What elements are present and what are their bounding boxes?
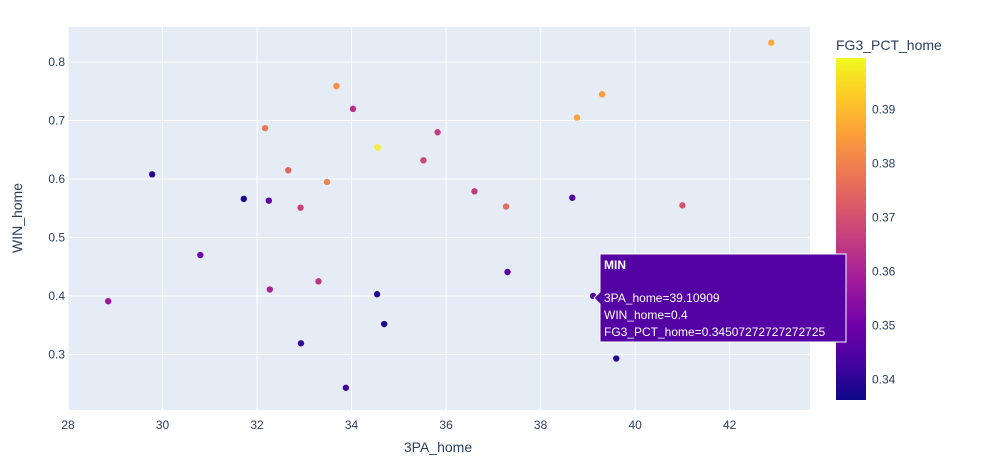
scatter-point[interactable] <box>315 278 322 285</box>
tick-layer: 28 30 32 34 36 38 40 42 0.3 0.4 0.5 0.6 0.7 0.8 <box>48 55 736 432</box>
x-tick-label: 28 <box>61 418 75 432</box>
y-tick-label: 0.5 <box>48 231 65 245</box>
scatter-point[interactable] <box>266 286 274 293</box>
colorbar-tick-label: 0.38 <box>872 156 896 170</box>
scatter-point[interactable] <box>240 195 248 203</box>
scatter-point[interactable] <box>297 340 305 347</box>
colorbar-tick-label: 0.35 <box>872 318 896 332</box>
x-tick-label: 38 <box>534 418 548 432</box>
scatter-point[interactable] <box>679 202 686 209</box>
y-tick-label: 0.4 <box>48 289 65 303</box>
scatter-point[interactable] <box>598 91 606 98</box>
scatter-point[interactable] <box>420 157 427 164</box>
y-tick-label: 0.7 <box>48 114 65 128</box>
colorbar <box>836 58 866 400</box>
hover-tooltip-title: MIN <box>604 258 626 272</box>
hover-tooltip-y: WIN_home=0.4 <box>604 308 688 322</box>
plot-area <box>68 27 810 410</box>
scatter-point[interactable] <box>349 105 357 113</box>
colorbar-ticks: 0.34 0.35 0.36 0.37 0.38 0.39 <box>872 102 896 386</box>
scatter-point[interactable] <box>380 320 388 328</box>
scatter-point[interactable] <box>434 129 441 136</box>
scatter-point[interactable] <box>613 355 620 362</box>
scatter-point[interactable] <box>502 203 510 210</box>
scatter-point[interactable] <box>569 194 576 201</box>
scatter-point[interactable] <box>265 197 273 204</box>
hover-tooltip-box <box>593 253 847 343</box>
scatter-point[interactable] <box>197 251 204 259</box>
colorbar-tick-label: 0.37 <box>872 210 896 224</box>
hover-tooltip-x: 3PA_home=39.10909 <box>604 291 720 305</box>
colorbar-title: FG3_PCT_home <box>836 37 942 53</box>
scatter-point[interactable] <box>323 178 331 186</box>
scatter-point[interactable] <box>373 291 381 298</box>
scatter-point[interactable] <box>374 144 381 151</box>
y-tick-label: 0.8 <box>48 55 65 69</box>
scatter-point[interactable] <box>768 39 775 46</box>
hover-tooltip: MIN 3PA_home=39.10909 WIN_home=0.4 FG3_P… <box>593 253 847 343</box>
x-axis-title: 3PA_home <box>404 439 472 455</box>
x-tick-label: 36 <box>439 418 453 432</box>
colorbar-tick-label: 0.36 <box>872 264 896 278</box>
x-tick-label: 40 <box>628 418 642 432</box>
points-layer <box>104 39 775 391</box>
scatter-point[interactable] <box>333 82 340 90</box>
scatter-point[interactable] <box>471 188 478 195</box>
scatter-point[interactable] <box>504 268 511 276</box>
scatter-point[interactable] <box>342 384 350 391</box>
scatter-point[interactable] <box>261 124 269 132</box>
x-tick-label: 34 <box>345 418 359 432</box>
scatter-point[interactable] <box>104 298 112 305</box>
hover-tooltip-color: FG3_PCT_home=0.34507272727272725 <box>604 325 826 339</box>
x-tick-label: 42 <box>723 418 737 432</box>
y-tick-label: 0.3 <box>48 347 65 361</box>
colorbar-tick-label: 0.39 <box>872 102 896 116</box>
y-axis-title: WIN_home <box>9 183 25 253</box>
scatter-point[interactable] <box>285 167 292 174</box>
x-tick-label: 32 <box>250 418 264 432</box>
scatter-point[interactable] <box>573 114 581 121</box>
scatter-point[interactable] <box>297 204 304 211</box>
colorbar-tick-label: 0.34 <box>872 372 896 386</box>
scatter-point[interactable] <box>148 171 156 178</box>
y-tick-label: 0.6 <box>48 172 65 186</box>
x-tick-label: 30 <box>156 418 170 432</box>
